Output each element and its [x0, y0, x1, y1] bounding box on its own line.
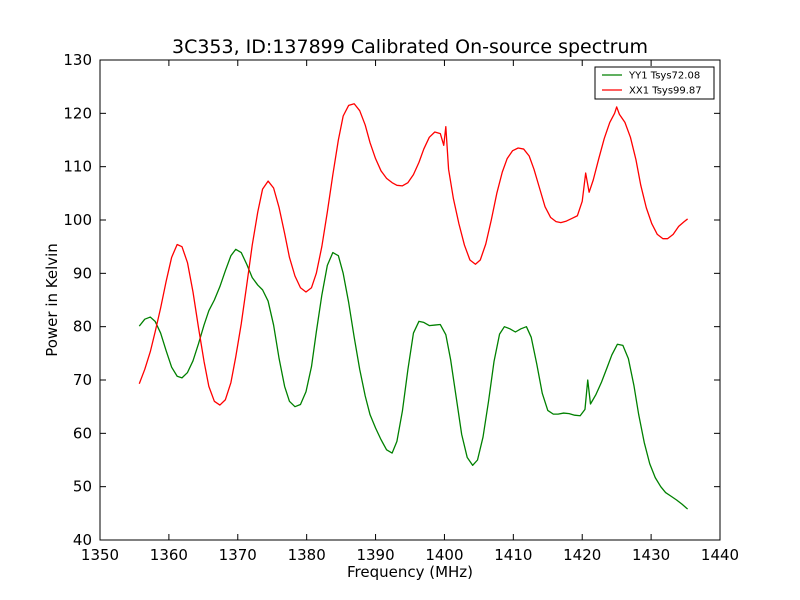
y-tick-label: 40 [73, 531, 92, 549]
chart-title: 3C353, ID:137899 Calibrated On-source sp… [172, 36, 648, 58]
y-tick-label: 120 [63, 104, 92, 122]
x-tick-label: 1370 [219, 546, 257, 564]
x-axis-label: Frequency (MHz) [347, 563, 473, 581]
x-tick-label: 1400 [425, 546, 463, 564]
legend-label-xx1: XX1 Tsys99.87 [629, 86, 702, 97]
x-tick-label: 1350 [81, 546, 119, 564]
y-tick-label: 110 [63, 158, 92, 176]
y-tick-label: 130 [63, 51, 92, 69]
legend-box [594, 66, 715, 100]
x-axis-ticks: 1350 1360 1370 1380 1390 1400 1410 1420 1430 1440 [81, 60, 739, 564]
x-tick-label: 1380 [288, 546, 326, 564]
legend-label-yy1: YY1 Tsys72.08 [628, 71, 700, 82]
y-tick-label: 100 [63, 211, 92, 229]
y-tick-label: 80 [73, 318, 92, 336]
series-line-0 [138, 248, 689, 510]
plot-frame [99, 59, 721, 541]
y-tick-label: 60 [73, 424, 92, 442]
series-layer [138, 103, 689, 510]
x-tick-label: 1420 [563, 546, 601, 564]
y-tick-label: 90 [73, 264, 92, 282]
y-tick-label: 70 [73, 371, 92, 389]
y-axis-label: Power in Kelvin [43, 243, 61, 357]
y-axis-ticks: 40 50 60 70 80 90 100 110 120 130 [63, 51, 720, 549]
x-tick-label: 1360 [150, 546, 188, 564]
x-tick-label: 1410 [494, 546, 532, 564]
x-tick-label: 1430 [632, 546, 670, 564]
series-line-1 [138, 103, 689, 406]
x-tick-label: 1440 [701, 546, 739, 564]
plot-area-background [100, 60, 720, 540]
legend: YY1 Tsys72.08 XX1 Tsys99.87 [594, 66, 715, 100]
x-tick-label: 1390 [356, 546, 394, 564]
y-tick-label: 50 [73, 478, 92, 496]
